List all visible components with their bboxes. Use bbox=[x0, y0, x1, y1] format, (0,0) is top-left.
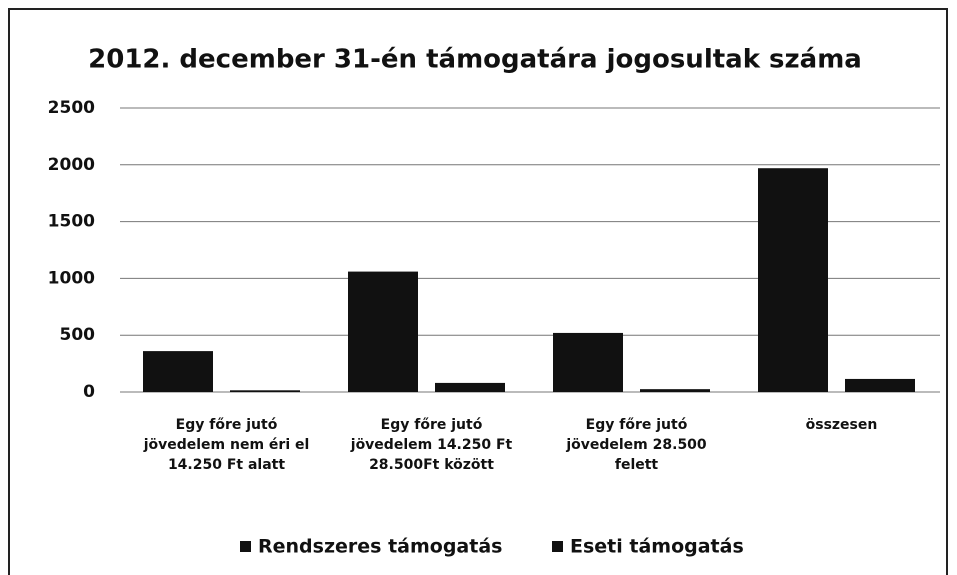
bar bbox=[435, 382, 505, 392]
x-tick-label: Egy főre jutó jövedelem 14.250 Ft 28.500… bbox=[350, 417, 513, 473]
y-tick-label: 1500 bbox=[48, 212, 95, 232]
bar bbox=[348, 271, 418, 392]
legend-swatch bbox=[240, 541, 251, 552]
legend-label: Eseti támogatás bbox=[570, 536, 744, 558]
chart-title: 2012. december 31-én támogatára jogosult… bbox=[88, 45, 862, 75]
bar bbox=[230, 390, 300, 392]
x-tick-label: Egy főre jutó jövedelem 28.500 felett bbox=[566, 417, 707, 473]
bar bbox=[553, 332, 623, 392]
legend-swatch bbox=[552, 541, 563, 552]
y-tick-label: 0 bbox=[83, 382, 95, 402]
bar bbox=[758, 168, 828, 392]
legend-label: Rendszeres támogatás bbox=[258, 536, 502, 558]
x-tick-label: összesen bbox=[805, 417, 878, 433]
y-tick-label: 500 bbox=[60, 325, 96, 345]
bar bbox=[845, 378, 915, 392]
y-tick-label: 1000 bbox=[48, 268, 95, 288]
y-tick-label: 2000 bbox=[48, 155, 95, 175]
bar bbox=[143, 351, 213, 392]
y-tick-label: 2500 bbox=[48, 98, 95, 118]
x-tick-label: Egy főre jutó jövedelem nem éri el 14.25… bbox=[143, 417, 310, 473]
bar bbox=[640, 389, 710, 392]
chart-border bbox=[8, 8, 948, 575]
